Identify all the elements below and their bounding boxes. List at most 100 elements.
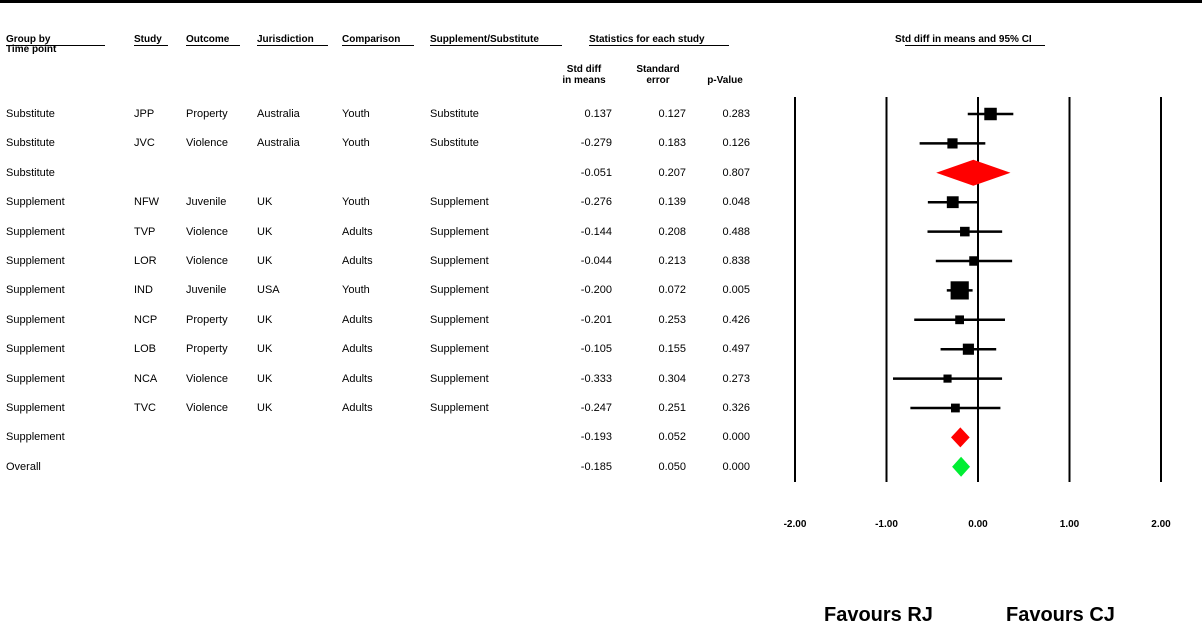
row-10-comparison: Adults: [342, 402, 373, 414]
row-8-std-diff: -0.105: [580, 343, 612, 356]
point-marker-TVC: [951, 403, 960, 413]
point-marker-LOB: [962, 343, 974, 355]
row-0-p: 0.283: [722, 108, 750, 120]
row-0-outcome: Property: [186, 108, 228, 120]
row-0-jurisdiction: Australia: [257, 108, 300, 120]
header-study-underline: [134, 45, 168, 46]
row-3-jurisdiction: UK: [257, 196, 273, 209]
row-8-group: Supplement: [6, 343, 65, 356]
header-outcome-underline: [186, 45, 240, 46]
row-3-supplement: Supplement: [430, 196, 489, 209]
favours-left-label: Favours RJ: [824, 604, 933, 626]
row-6-jurisdiction: USA: [257, 284, 280, 297]
row-7-study: NCP: [134, 313, 158, 326]
point-marker-IND: [950, 281, 969, 300]
row-3-std-diff: -0.276: [580, 196, 612, 209]
row-1-supplement: Substitute: [430, 137, 479, 150]
header-supplement-substitute: Supplement/Substitute: [430, 34, 539, 45]
row-1-comparison: Youth: [342, 137, 370, 150]
header-study: Study: [134, 34, 162, 45]
header-statistics-title: Statistics for each study: [589, 34, 705, 45]
point-marker-JPP: [984, 107, 997, 121]
header-group-underline: [6, 45, 105, 46]
row-10-supplement: Supplement: [430, 402, 489, 414]
row-12-p: 0.000: [722, 460, 750, 473]
row-2-p: 0.807: [722, 166, 750, 179]
row-6-comparison: Youth: [342, 284, 370, 297]
row-6-supplement: Supplement: [430, 284, 489, 297]
row-6-group: Supplement: [6, 284, 65, 297]
row-10-se: 0.251: [658, 402, 686, 414]
row-7-outcome: Property: [186, 313, 228, 326]
row-7-comparison: Adults: [342, 313, 373, 326]
summary-diamond-substitute: [936, 159, 1011, 186]
row-2-std-diff: -0.051: [580, 166, 612, 179]
header-std-diff-line1: Std diff: [566, 64, 602, 75]
header-comparison-underline: [342, 45, 414, 46]
row-4-std-diff: -0.144: [580, 225, 612, 238]
point-marker-TVP: [960, 226, 970, 237]
header-comparison: Comparison: [342, 34, 401, 45]
row-7-group: Supplement: [6, 313, 65, 326]
row-7-std-diff: -0.201: [580, 313, 612, 326]
row-8-comparison: Adults: [342, 343, 373, 356]
row-7-supplement: Supplement: [430, 313, 489, 326]
row-0-se: 0.127: [658, 108, 686, 120]
row-0-group: Substitute: [6, 108, 55, 120]
point-marker-NCA: [943, 374, 952, 383]
row-8-jurisdiction: UK: [257, 343, 273, 356]
row-4-outcome: Violence: [186, 225, 228, 238]
row-8-outcome: Property: [186, 343, 228, 356]
row-10-std-diff: -0.247: [580, 402, 612, 414]
row-8-se: 0.155: [658, 343, 686, 356]
row-4-jurisdiction: UK: [257, 225, 273, 238]
row-3-study: NFW: [134, 196, 160, 209]
row-1-study: JVC: [134, 137, 155, 150]
x-tick-label-3: 1.00: [1060, 519, 1080, 530]
row-5-study: LOR: [134, 255, 157, 267]
row-4-p: 0.488: [722, 225, 750, 238]
summary-diamond-overall: [952, 456, 971, 477]
x-tick-label-4: 2.00: [1151, 519, 1171, 530]
row-12-std-diff: -0.185: [580, 460, 612, 473]
x-tick-label-1: -1.00: [875, 519, 898, 530]
row-11-se: 0.052: [658, 431, 686, 444]
x-tick-label-2: 0.00: [968, 519, 988, 530]
row-10-outcome: Violence: [186, 402, 228, 414]
row-5-supplement: Supplement: [430, 255, 489, 267]
row-9-std-diff: -0.333: [580, 372, 612, 385]
header-statistics-underline: [589, 45, 729, 46]
row-1-p: 0.126: [722, 137, 750, 150]
row-9-comparison: Adults: [342, 372, 373, 385]
row-1-group: Substitute: [6, 137, 55, 150]
row-5-outcome: Violence: [186, 255, 228, 267]
row-3-outcome: Juvenile: [186, 196, 227, 209]
summary-diamond-supplement: [951, 427, 970, 448]
header-jurisdiction-underline: [257, 45, 328, 46]
favours-right-label: Favours CJ: [1006, 604, 1115, 626]
top-rule: [0, 0, 1202, 3]
row-3-comparison: Youth: [342, 196, 370, 209]
row-2-se: 0.207: [658, 166, 686, 179]
header-p-value: p-Value: [707, 75, 743, 86]
header-standard-error-line1: Standard: [636, 64, 680, 75]
row-6-p: 0.005: [722, 284, 750, 297]
row-1-jurisdiction: Australia: [257, 137, 300, 150]
point-marker-NFW: [946, 196, 959, 209]
row-5-jurisdiction: UK: [257, 255, 273, 267]
header-standard-error: Standard error: [628, 64, 688, 86]
header-supplement-underline: [430, 45, 562, 46]
row-0-std-diff: 0.137: [584, 108, 612, 120]
row-8-supplement: Supplement: [430, 343, 489, 356]
row-4-study: TVP: [134, 225, 156, 238]
row-5-group: Supplement: [6, 255, 65, 267]
row-10-group: Supplement: [6, 402, 65, 414]
row-5-se: 0.213: [658, 255, 686, 267]
row-4-group: Supplement: [6, 225, 65, 238]
row-9-p: 0.273: [722, 372, 750, 385]
row-10-p: 0.326: [722, 402, 750, 414]
row-12-se: 0.050: [658, 460, 686, 473]
row-9-se: 0.304: [658, 372, 686, 385]
row-9-outcome: Violence: [186, 372, 228, 385]
